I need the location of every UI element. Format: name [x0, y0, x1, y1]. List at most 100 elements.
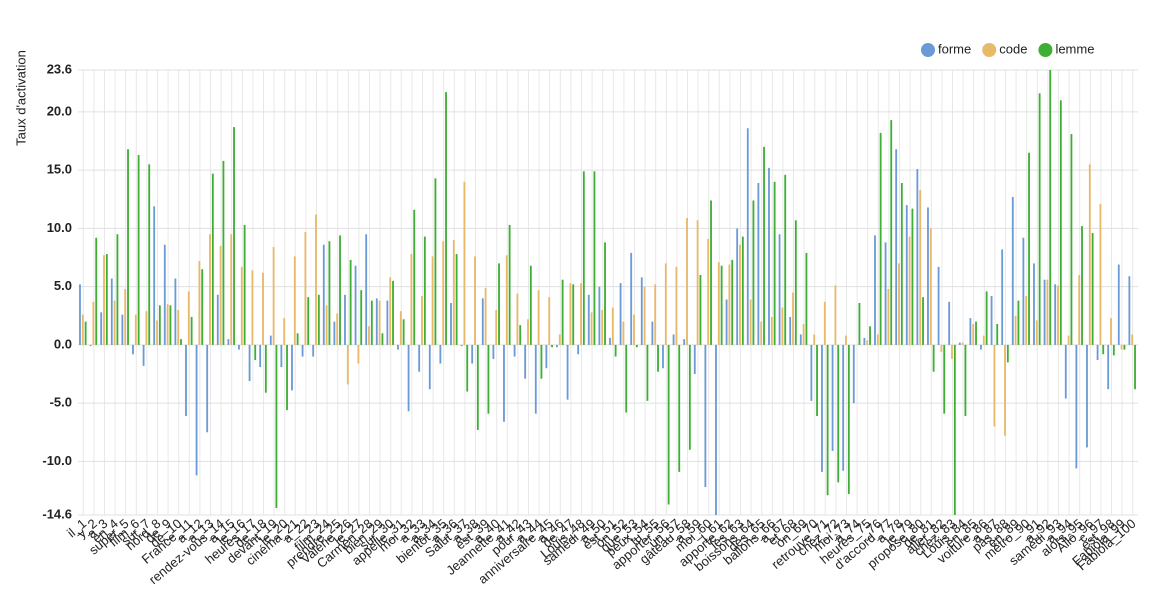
bar [911, 208, 914, 345]
legend-label: lemme [1055, 41, 1094, 56]
bar [622, 321, 625, 345]
bar [707, 238, 710, 345]
bar [577, 344, 580, 355]
bar [688, 344, 691, 450]
bar [1067, 335, 1070, 345]
bar [799, 334, 802, 345]
bar [990, 295, 993, 345]
bar [481, 298, 484, 345]
bar [79, 284, 81, 345]
bar [269, 335, 272, 345]
bar [879, 132, 882, 345]
bar [145, 311, 148, 345]
bar [810, 344, 813, 401]
bar [1022, 237, 1025, 345]
bar [187, 291, 190, 345]
bar [407, 344, 410, 412]
bar [731, 259, 734, 345]
bar [503, 344, 505, 422]
bar [866, 340, 869, 345]
bar [675, 266, 678, 345]
bar [1088, 164, 1091, 345]
bar [919, 189, 922, 345]
bar [127, 149, 129, 345]
bar [1086, 344, 1088, 448]
bar [185, 344, 187, 416]
bar [537, 290, 540, 345]
bar [852, 344, 855, 404]
bar [238, 344, 240, 350]
bar [211, 173, 214, 345]
bar [534, 344, 537, 414]
bar [137, 155, 140, 345]
bar [1075, 344, 1078, 469]
bar [286, 344, 288, 411]
bar [1064, 344, 1067, 399]
bar [418, 344, 421, 372]
bar [996, 323, 999, 345]
bar [972, 323, 975, 345]
y-tick-label: 5.0 [54, 278, 72, 293]
bar [375, 298, 378, 345]
bar [222, 160, 225, 345]
bar [548, 297, 551, 345]
y-tick-label: -10.0 [42, 453, 72, 468]
bar [1004, 344, 1006, 436]
bar [471, 344, 474, 364]
bar [916, 169, 919, 345]
bar [778, 234, 781, 345]
bar [858, 302, 861, 345]
bar [1001, 249, 1004, 345]
bar [336, 313, 339, 345]
bar [333, 321, 336, 345]
bar [667, 344, 670, 505]
bar [460, 344, 463, 347]
bar [1043, 279, 1046, 345]
bar [874, 235, 876, 345]
bar [370, 300, 373, 345]
bar [254, 344, 257, 361]
bar [148, 164, 151, 345]
bar [784, 174, 787, 345]
bar [1099, 203, 1102, 345]
bar [601, 309, 604, 345]
bar [450, 302, 452, 345]
bar [558, 334, 561, 345]
y-tick-label: -14.6 [42, 506, 72, 521]
bar [307, 297, 310, 345]
bar [985, 291, 988, 345]
bar [580, 283, 582, 345]
bar [556, 344, 558, 348]
bar [961, 342, 964, 345]
bar [84, 321, 87, 345]
bar [445, 92, 447, 345]
bar [792, 292, 794, 345]
bar [513, 344, 516, 357]
bar [463, 181, 466, 345]
bar [964, 344, 967, 416]
bar [781, 307, 784, 345]
bar [190, 316, 193, 345]
bar [739, 244, 741, 345]
bar [569, 283, 572, 345]
bar [566, 344, 569, 400]
legend-marker [921, 43, 935, 57]
bar [1011, 196, 1014, 345]
bar [1120, 344, 1123, 350]
bar [498, 263, 500, 345]
bar [876, 334, 879, 345]
bar [301, 344, 304, 357]
bar [216, 294, 219, 345]
bar [264, 344, 267, 393]
bar [821, 344, 823, 472]
bar [219, 245, 222, 345]
bar [1123, 344, 1126, 350]
bar [643, 286, 646, 345]
legend-label: code [999, 41, 1027, 56]
bar [625, 344, 628, 413]
bar [609, 337, 611, 345]
bar [259, 344, 262, 368]
bar [233, 127, 235, 345]
bar [887, 289, 890, 345]
bar [158, 305, 161, 345]
